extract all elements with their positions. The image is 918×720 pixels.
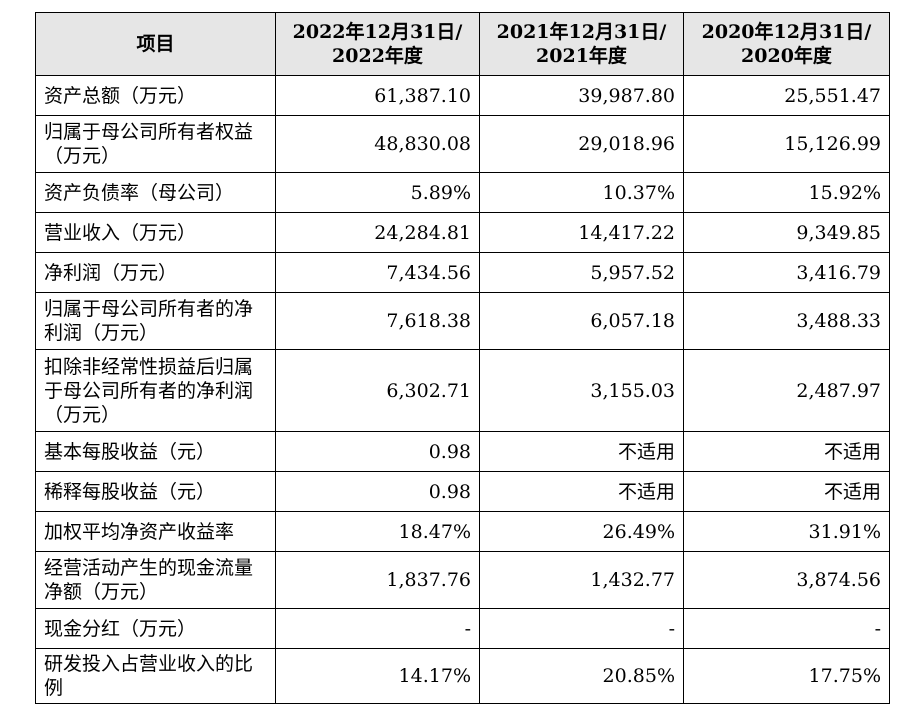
cell-2020: 不适用 [683,431,890,472]
row-label: 基本每股收益（元） [35,431,276,472]
cell-2022: 14.17% [275,648,480,704]
row-label: 资产负债率（母公司） [35,172,276,213]
cell-2022: 18.47% [275,511,480,552]
cell-2020: 25,551.47 [683,75,890,116]
financial-table-container: 项目 2022年12月31日/ 2022年度 2021年12月31日/ 2021… [35,12,890,704]
cell-2021: 3,155.03 [479,349,684,432]
cell-2021: - [479,608,684,649]
table-row: 净利润（万元） 7,434.56 5,957.52 3,416.79 [35,252,890,293]
cell-2021: 29,018.96 [479,115,684,173]
table-row: 现金分红（万元） - - - [35,608,890,649]
header-2021: 2021年12月31日/ 2021年度 [479,12,684,76]
cell-2021: 14,417.22 [479,212,684,253]
cell-2022: 7,618.38 [275,292,480,350]
financial-summary-table: 项目 2022年12月31日/ 2022年度 2021年12月31日/ 2021… [35,12,890,704]
table-row: 资产总额（万元） 61,387.10 39,987.80 25,551.47 [35,75,890,116]
row-label: 营业收入（万元） [35,212,276,253]
row-label: 资产总额（万元） [35,75,276,116]
cell-2021: 不适用 [479,471,684,512]
cell-2022: 24,284.81 [275,212,480,253]
cell-2022: 6,302.71 [275,349,480,432]
table-header-row: 项目 2022年12月31日/ 2022年度 2021年12月31日/ 2021… [35,12,890,76]
cell-2022: 7,434.56 [275,252,480,293]
header-2022: 2022年12月31日/ 2022年度 [275,12,480,76]
row-label: 归属于母公司所有者权益（万元） [35,115,276,173]
row-label: 净利润（万元） [35,252,276,293]
cell-2020: 3,416.79 [683,252,890,293]
cell-2021: 26.49% [479,511,684,552]
cell-2021: 1,432.77 [479,551,684,609]
cell-2020: 3,488.33 [683,292,890,350]
cell-2022: 0.98 [275,431,480,472]
table-row: 归属于母公司所有者权益（万元） 48,830.08 29,018.96 15,1… [35,115,890,173]
cell-2021: 5,957.52 [479,252,684,293]
cell-2020: 3,874.56 [683,551,890,609]
table-row: 稀释每股收益（元） 0.98 不适用 不适用 [35,471,890,512]
row-label: 经营活动产生的现金流量净额（万元） [35,551,276,609]
row-label: 现金分红（万元） [35,608,276,649]
cell-2022: 0.98 [275,471,480,512]
row-label: 研发投入占营业收入的比例 [35,648,276,704]
table-row: 研发投入占营业收入的比例 14.17% 20.85% 17.75% [35,648,890,704]
table-row: 加权平均净资产收益率 18.47% 26.49% 31.91% [35,511,890,552]
cell-2021: 39,987.80 [479,75,684,116]
cell-2022: 48,830.08 [275,115,480,173]
cell-2020: - [683,608,890,649]
table-row: 经营活动产生的现金流量净额（万元） 1,837.76 1,432.77 3,87… [35,551,890,609]
cell-2021: 20.85% [479,648,684,704]
cell-2022: 5.89% [275,172,480,213]
table-row: 营业收入（万元） 24,284.81 14,417.22 9,349.85 [35,212,890,253]
cell-2021: 10.37% [479,172,684,213]
table-row: 资产负债率（母公司） 5.89% 10.37% 15.92% [35,172,890,213]
cell-2020: 不适用 [683,471,890,512]
row-label: 加权平均净资产收益率 [35,511,276,552]
cell-2020: 15,126.99 [683,115,890,173]
table-row: 扣除非经常性损益后归属于母公司所有者的净利润（万元） 6,302.71 3,15… [35,349,890,432]
cell-2022: 1,837.76 [275,551,480,609]
cell-2022: 61,387.10 [275,75,480,116]
cell-2020: 31.91% [683,511,890,552]
cell-2021: 6,057.18 [479,292,684,350]
header-2020: 2020年12月31日/ 2020年度 [683,12,890,76]
cell-2020: 15.92% [683,172,890,213]
cell-2021: 不适用 [479,431,684,472]
row-label: 稀释每股收益（元） [35,471,276,512]
table-row: 归属于母公司所有者的净利润（万元） 7,618.38 6,057.18 3,48… [35,292,890,350]
cell-2020: 9,349.85 [683,212,890,253]
row-label: 归属于母公司所有者的净利润（万元） [35,292,276,350]
cell-2022: - [275,608,480,649]
cell-2020: 2,487.97 [683,349,890,432]
header-item: 项目 [35,12,276,76]
table-row: 基本每股收益（元） 0.98 不适用 不适用 [35,431,890,472]
row-label: 扣除非经常性损益后归属于母公司所有者的净利润（万元） [35,349,276,432]
cell-2020: 17.75% [683,648,890,704]
